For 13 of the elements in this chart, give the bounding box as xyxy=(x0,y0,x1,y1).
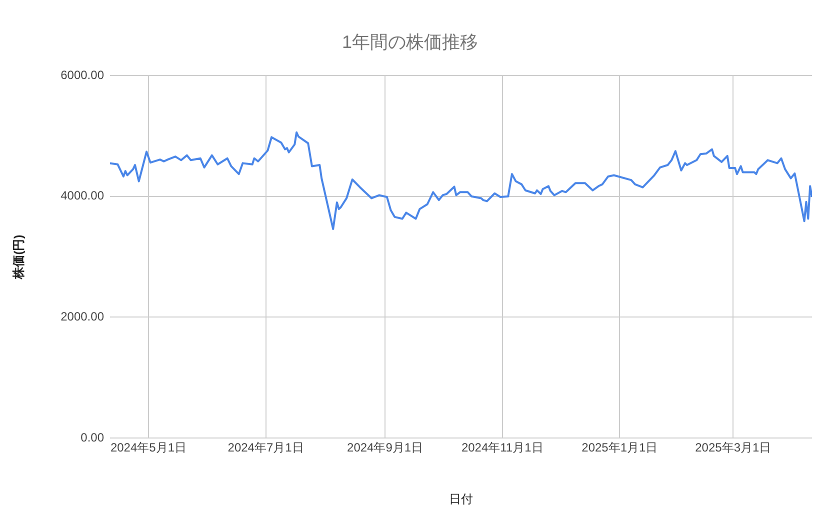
x-tick-label: 2024年9月1日 xyxy=(347,440,424,455)
x-axis-title: 日付 xyxy=(449,492,473,506)
y-tick-label: 2000.00 xyxy=(60,310,104,324)
x-tick-label: 2024年11月1日 xyxy=(461,440,544,455)
x-tick-label: 2024年7月1日 xyxy=(228,440,304,455)
y-tick-label: 6000.00 xyxy=(60,68,104,82)
y-axis-title: 株価(円) xyxy=(12,234,26,280)
chart-title: 1年間の株価推移 xyxy=(342,32,478,52)
x-tick-label: 2025年3月1日 xyxy=(695,440,772,455)
y-tick-label: 4000.00 xyxy=(60,188,104,203)
x-tick-label: 2025年1月1日 xyxy=(582,440,658,455)
x-tick-label: 2024年5月1日 xyxy=(110,440,186,455)
y-tick-label: 0.00 xyxy=(80,430,104,444)
